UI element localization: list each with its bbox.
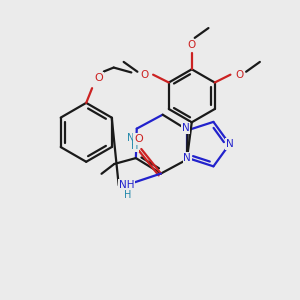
Text: O: O	[188, 40, 196, 50]
Text: N: N	[183, 153, 191, 163]
Text: O: O	[140, 70, 148, 80]
Text: H: H	[131, 141, 139, 151]
Text: N: N	[226, 139, 233, 149]
Text: O: O	[235, 70, 243, 80]
Text: NH: NH	[119, 180, 134, 190]
Text: O: O	[134, 134, 143, 144]
Text: N: N	[182, 123, 190, 133]
Text: NH: NH	[128, 134, 142, 143]
Text: H: H	[124, 190, 131, 200]
Text: O: O	[94, 74, 103, 83]
